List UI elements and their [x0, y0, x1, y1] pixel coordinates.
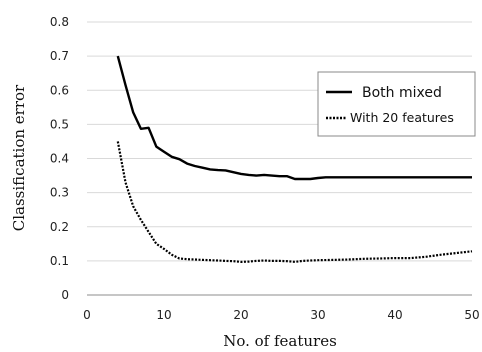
x-tick-label: 20 [233, 308, 248, 322]
series-line-both-mixed [116, 55, 472, 181]
y-tick-label: 0.8 [50, 15, 69, 29]
x-tick-label: 30 [310, 308, 325, 322]
y-tick-label: 0 [61, 288, 69, 302]
series-lines [116, 55, 473, 263]
series-line-with-20-features [116, 141, 473, 263]
y-tick-label: 0.1 [50, 254, 69, 268]
legend-label-with-20-features: With 20 features [350, 110, 454, 125]
x-tick-label: 50 [464, 308, 479, 322]
y-tick-label: 0.3 [50, 186, 69, 200]
x-tick-label: 0 [83, 308, 91, 322]
y-tick-label: 0.6 [50, 83, 69, 97]
y-axis-title: Classification error [10, 84, 28, 231]
x-tick-label: 10 [156, 308, 171, 322]
x-axis-title: No. of features [223, 332, 337, 350]
tick-labels: 0 0.1 0.2 0.3 0.4 0.5 0.6 0.7 0.8 0 10 20 30 40 50 [50, 15, 480, 322]
legend-box [317, 71, 476, 137]
y-tick-label: 0.2 [50, 220, 69, 234]
y-tick-label: 0.4 [50, 152, 69, 166]
y-tick-label: 0.5 [50, 117, 69, 131]
legend: Both mixed With 20 features [317, 71, 476, 137]
y-tick-label: 0.7 [50, 49, 69, 63]
gridlines [87, 21, 472, 262]
x-tick-label: 40 [387, 308, 402, 322]
legend-label-both-mixed: Both mixed [362, 85, 442, 101]
